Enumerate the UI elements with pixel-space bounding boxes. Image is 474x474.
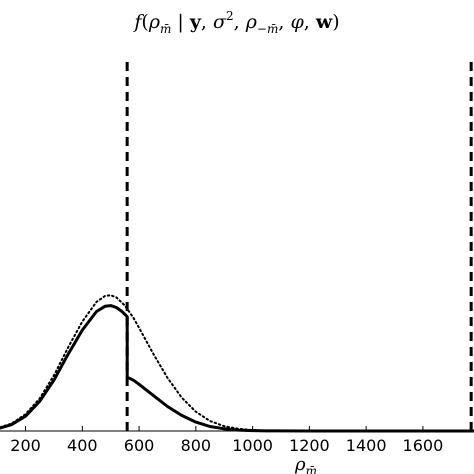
x-tick-label-400: 400 xyxy=(67,436,98,455)
x-tick-label-800: 800 xyxy=(181,436,212,455)
svg-text:f(ρm̄ | y, σ2, ρ−m̄, φ, w): f(ρm̄ | y, σ2, ρ−m̄, φ, w) xyxy=(132,9,339,36)
x-tick-label-1200: 1200 xyxy=(289,436,330,455)
x-axis-label: ρm̄ xyxy=(294,454,317,474)
series-dotted-line xyxy=(0,294,282,432)
x-tick-label-1000: 1000 xyxy=(232,436,273,455)
x-tick-label-600: 600 xyxy=(124,436,155,455)
x-tick-label-1400: 1400 xyxy=(346,436,387,455)
x-tick-label-1600: 1600 xyxy=(403,436,444,455)
svg-text:ρm̄: ρm̄ xyxy=(294,454,317,474)
chart-title: f(ρm̄ | y, σ2, ρ−m̄, φ, w) xyxy=(132,9,339,36)
x-tick-label-200: 200 xyxy=(10,436,41,455)
series-solid-line xyxy=(0,304,474,433)
